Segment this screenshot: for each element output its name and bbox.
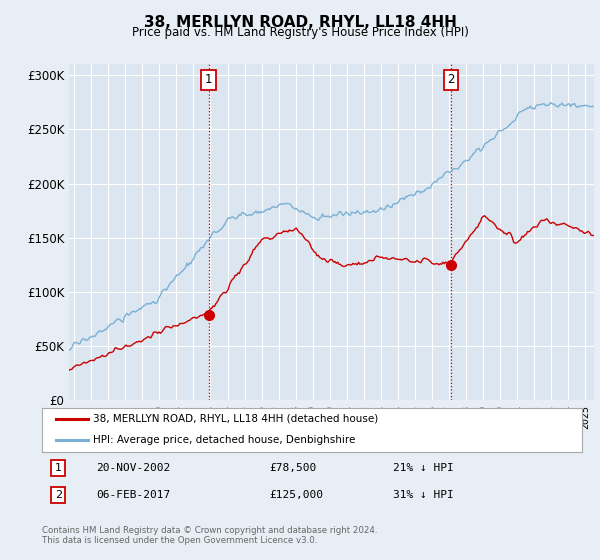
Text: Price paid vs. HM Land Registry's House Price Index (HPI): Price paid vs. HM Land Registry's House … bbox=[131, 26, 469, 39]
Text: 1: 1 bbox=[205, 73, 212, 86]
Text: This data is licensed under the Open Government Licence v3.0.: This data is licensed under the Open Gov… bbox=[42, 536, 317, 545]
Text: HPI: Average price, detached house, Denbighshire: HPI: Average price, detached house, Denb… bbox=[94, 435, 356, 445]
Text: 38, MERLLYN ROAD, RHYL, LL18 4HH: 38, MERLLYN ROAD, RHYL, LL18 4HH bbox=[143, 15, 457, 30]
Text: 21% ↓ HPI: 21% ↓ HPI bbox=[393, 463, 454, 473]
Text: 1: 1 bbox=[55, 463, 62, 473]
Text: £78,500: £78,500 bbox=[269, 463, 316, 473]
Text: £125,000: £125,000 bbox=[269, 490, 323, 500]
Text: 31% ↓ HPI: 31% ↓ HPI bbox=[393, 490, 454, 500]
Text: 2: 2 bbox=[447, 73, 455, 86]
Text: 2: 2 bbox=[55, 490, 62, 500]
Text: 38, MERLLYN ROAD, RHYL, LL18 4HH (detached house): 38, MERLLYN ROAD, RHYL, LL18 4HH (detach… bbox=[94, 414, 379, 424]
Text: Contains HM Land Registry data © Crown copyright and database right 2024.: Contains HM Land Registry data © Crown c… bbox=[42, 526, 377, 535]
Text: 20-NOV-2002: 20-NOV-2002 bbox=[96, 463, 170, 473]
Text: 06-FEB-2017: 06-FEB-2017 bbox=[96, 490, 170, 500]
